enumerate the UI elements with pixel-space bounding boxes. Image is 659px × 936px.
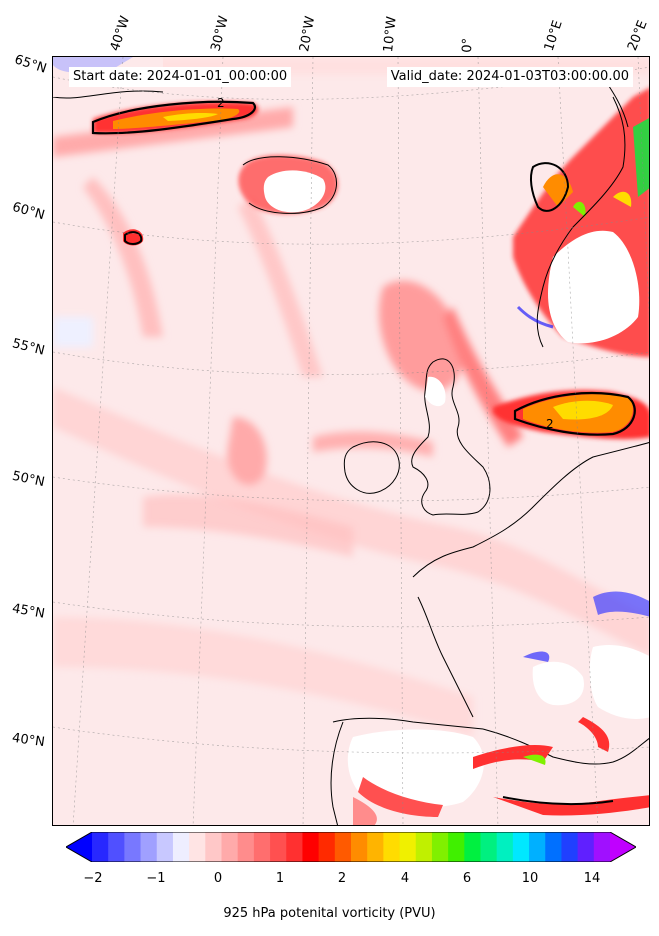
lat-label-65n: 65°N — [12, 52, 49, 77]
colorbar-segment — [512, 832, 530, 862]
lat-label-45n: 45°N — [10, 601, 46, 622]
lon-label-20w: 20°W — [297, 15, 319, 54]
lat-label-40n: 40°N — [11, 730, 46, 751]
lat-label-50n: 50°N — [10, 468, 46, 491]
colorbar-segment — [351, 832, 368, 862]
cb-tick-14: 14 — [583, 871, 601, 886]
colorbar — [66, 832, 636, 862]
colorbar-segment — [545, 832, 563, 862]
lon-label-40w: 40°W — [107, 14, 134, 53]
colorbar-segment — [286, 832, 304, 862]
colorbar-segment — [270, 832, 287, 862]
colorbar-segment — [92, 832, 109, 862]
cb-tick-4: 4 — [400, 871, 410, 886]
contour-label-greenland: 2 — [217, 96, 225, 110]
start-date-label: Start date: 2024-01-01_00:00:00 — [69, 67, 292, 87]
colorbar-segment — [448, 832, 465, 862]
iberia — [347, 729, 649, 825]
colorbar-segment — [529, 832, 546, 862]
lon-label-10e: 10°E — [541, 18, 566, 53]
cb-tick-minus1: −1 — [146, 871, 166, 886]
british-isles — [343, 358, 491, 516]
colorbar-segment — [108, 832, 125, 862]
colorbar-segment — [334, 832, 352, 862]
colorbar-label: 925 hPa potenital vorticity (PVU) — [223, 906, 436, 921]
lat-label-55n: 55°N — [10, 336, 47, 359]
cb-tick-minus2: −2 — [83, 871, 103, 886]
colorbar-segment — [237, 832, 255, 862]
lon-label-30w: 30°W — [208, 14, 232, 53]
colorbar-segment — [253, 832, 271, 862]
cb-tick-6: 6 — [462, 871, 472, 886]
cb-tick-2: 2 — [337, 871, 347, 886]
colorbar-segment — [140, 832, 158, 862]
map-canvas: 2 2 — [53, 57, 649, 825]
alps-region — [523, 591, 649, 752]
colorbar-segment — [189, 832, 206, 862]
cb-tick-1: 1 — [275, 871, 285, 886]
colorbar-segment — [561, 832, 579, 862]
colorbar-extend-max — [610, 832, 636, 862]
colorbar-segment — [399, 832, 417, 862]
scotland-highland — [425, 376, 446, 407]
colorbar-segment — [172, 832, 190, 862]
lon-label-10w: 10°W — [381, 15, 400, 54]
lon-label-0: 0° — [460, 37, 476, 53]
pv-map: 2 2 Start date: 2024-01-01_00:00:00 Vali… — [52, 56, 650, 826]
colorbar-segment — [496, 832, 514, 862]
colorbar-extend-min — [66, 832, 92, 862]
colorbar-segment — [156, 832, 174, 862]
graticule — [53, 57, 649, 825]
colorbar-segment — [302, 832, 320, 862]
baltic-band — [493, 390, 649, 440]
colorbar-segment — [464, 832, 482, 862]
colorbar-segment — [431, 832, 449, 862]
lat-label-60n: 60°N — [10, 199, 47, 224]
valid-date-label: Valid_date: 2024-01-03T03:00:00.00 — [386, 67, 633, 87]
colorbar-segment — [415, 832, 433, 862]
colorbar-segment — [205, 832, 223, 862]
cb-tick-0: 0 — [213, 871, 223, 886]
contour-label-baltic: 2 — [546, 417, 554, 431]
colorbar-segment — [593, 832, 611, 862]
colorbar-segment — [383, 832, 401, 862]
scandinavia — [513, 76, 649, 357]
colorbar-segment — [577, 832, 595, 862]
colorbar-segment — [124, 832, 142, 862]
colorbar-segment — [221, 832, 239, 862]
colorbar-segment — [480, 832, 498, 862]
cb-tick-10: 10 — [521, 871, 539, 886]
europe-coast — [330, 442, 649, 825]
lon-label-20e: 20°E — [625, 18, 651, 53]
colorbar-segment — [367, 832, 384, 862]
colorbar-segment — [318, 832, 336, 862]
iceland — [238, 155, 338, 214]
pv-weak-bands — [53, 57, 649, 737]
